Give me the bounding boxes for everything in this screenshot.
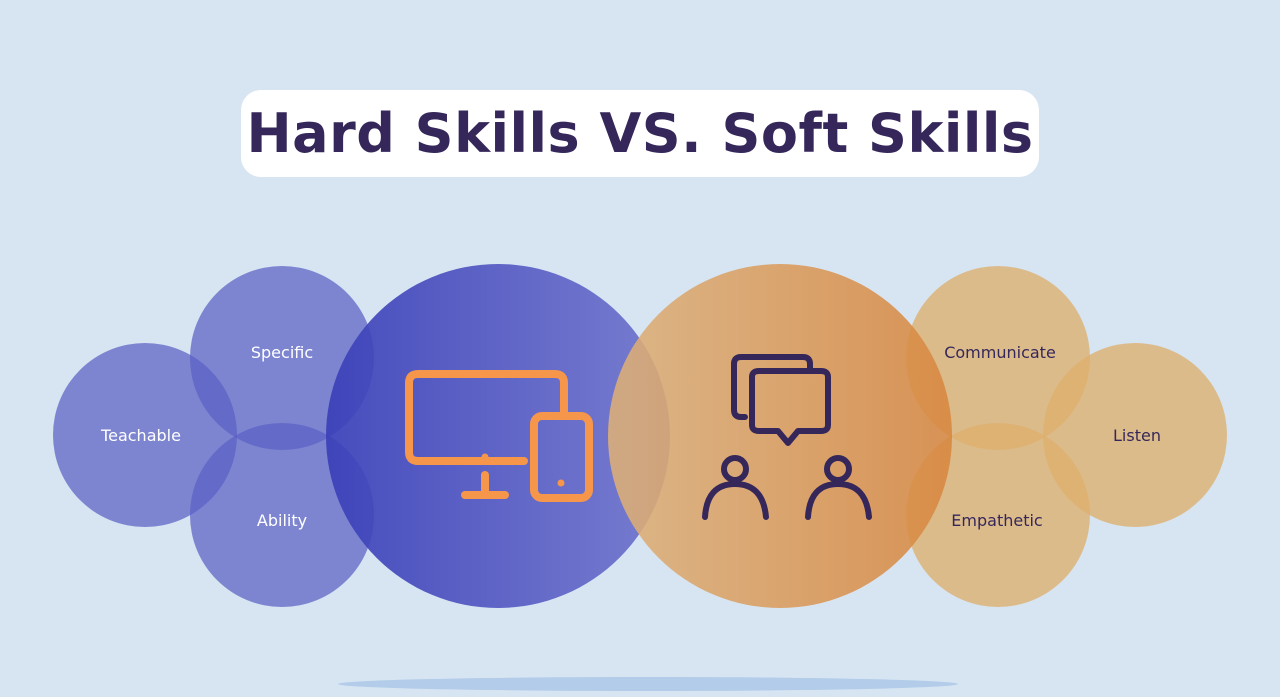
circle-teachable xyxy=(53,343,237,527)
label-teachable: Teachable xyxy=(100,426,181,445)
circle-empathetic xyxy=(906,423,1090,607)
people-conversation-icon xyxy=(702,354,872,520)
bottom-shadow xyxy=(338,677,958,691)
circle-communicate xyxy=(906,266,1090,450)
computer-and-tablet-icon xyxy=(405,370,593,502)
hard-skills-circle xyxy=(326,264,670,608)
label-empathetic: Empathetic xyxy=(951,511,1042,530)
circle-specific xyxy=(190,266,374,450)
circle-ability xyxy=(190,423,374,607)
circle-listen xyxy=(1043,343,1227,527)
label-communicate: Communicate xyxy=(944,343,1056,362)
title-box: Hard Skills VS. Soft Skills xyxy=(241,90,1039,177)
label-ability: Ability xyxy=(257,511,307,530)
page-title: Hard Skills VS. Soft Skills xyxy=(246,102,1034,165)
label-specific: Specific xyxy=(251,343,313,362)
label-listen: Listen xyxy=(1113,426,1161,445)
